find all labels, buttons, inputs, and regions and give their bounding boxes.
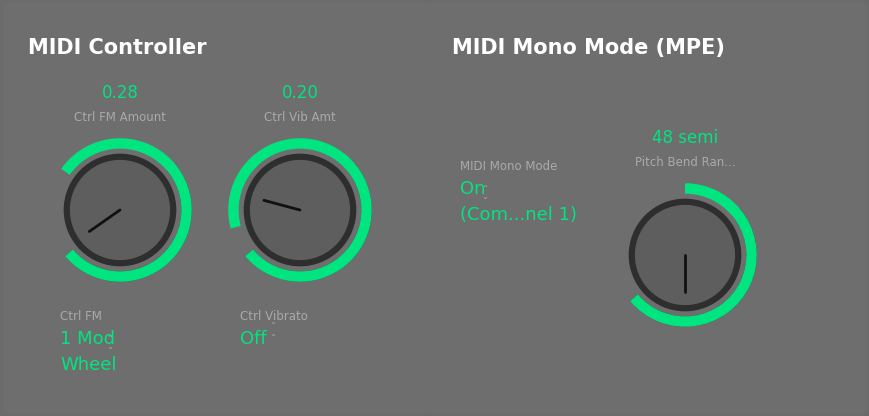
Text: Ctrl FM Amount: Ctrl FM Amount <box>74 111 166 124</box>
Text: 48 semi: 48 semi <box>651 129 717 147</box>
Circle shape <box>635 206 733 305</box>
Circle shape <box>250 161 349 260</box>
Circle shape <box>244 154 355 266</box>
Text: ⌃
⌄: ⌃ ⌄ <box>481 185 488 201</box>
Text: 0.20: 0.20 <box>282 84 318 102</box>
Text: Ctrl Vibrato: Ctrl Vibrato <box>240 310 308 323</box>
Text: Ctrl FM: Ctrl FM <box>60 310 102 323</box>
Text: 1 Mod: 1 Mod <box>60 330 115 348</box>
Text: MIDI Mono Mode: MIDI Mono Mode <box>460 160 557 173</box>
Text: On: On <box>460 180 485 198</box>
Text: ⌃
⌄: ⌃ ⌄ <box>269 322 276 338</box>
Circle shape <box>70 161 169 260</box>
Text: Pitch Bend Ran...: Pitch Bend Ran... <box>634 156 734 169</box>
Circle shape <box>628 199 740 311</box>
FancyBboxPatch shape <box>4 2 427 414</box>
Text: MIDI Mono Mode (MPE): MIDI Mono Mode (MPE) <box>452 38 724 58</box>
Text: 0.28: 0.28 <box>102 84 138 102</box>
Text: MIDI Controller: MIDI Controller <box>28 38 207 58</box>
Text: ⌃
⌄: ⌃ ⌄ <box>106 335 113 351</box>
FancyBboxPatch shape <box>426 2 865 414</box>
Text: Wheel: Wheel <box>60 356 116 374</box>
Text: (Com...nel 1): (Com...nel 1) <box>460 206 576 224</box>
Circle shape <box>64 154 176 266</box>
Text: Ctrl Vib Amt: Ctrl Vib Amt <box>264 111 335 124</box>
Text: Off: Off <box>240 330 266 348</box>
